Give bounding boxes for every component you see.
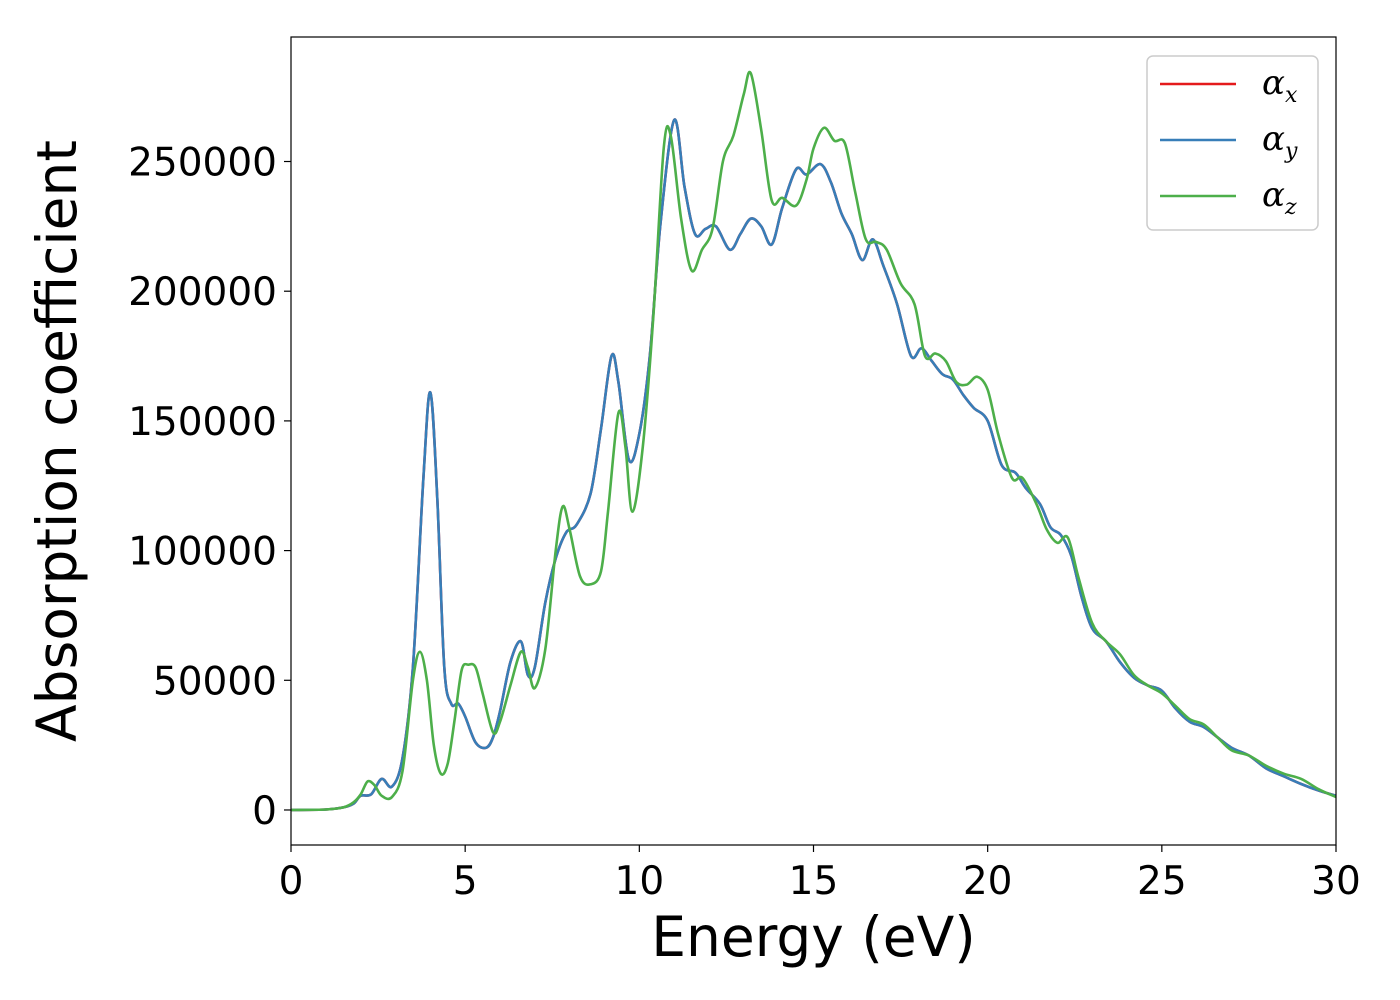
x-axis-title: Energy (eV) [651,905,975,969]
series-layer [290,70,1337,812]
y-tick-label: 150000 [128,400,277,445]
x-tick-label: 5 [453,859,478,904]
x-axis: 0 5 10 15 20 25 30 [279,845,1361,904]
x-tick-label: 30 [1311,859,1361,904]
y-axis-title: Absorption coefficient [25,140,89,742]
y-axis: 0 50000 100000 150000 200000 250000 [128,141,291,834]
y-tick-label: 100000 [128,530,277,575]
y-tick-label: 50000 [153,659,277,704]
x-tick-label: 15 [789,859,839,904]
x-tick-label: 10 [615,859,665,904]
legend-label-alpha-x: αx [1262,63,1298,108]
y-tick-label: 250000 [128,141,277,186]
x-tick-label: 20 [963,859,1013,904]
legend-box [1146,55,1319,231]
y-tick-label: 0 [252,789,277,834]
series-line-alpha-z [290,70,1337,812]
legend: αx αy αz [1146,55,1319,231]
x-tick-label: 0 [279,859,304,904]
legend-label-alpha-y: αy [1262,119,1298,164]
y-tick-label: 200000 [128,270,277,315]
x-tick-label: 25 [1137,859,1187,904]
legend-entries: αx αy αz [1160,63,1298,220]
legend-label-alpha-z: αz [1262,175,1297,220]
